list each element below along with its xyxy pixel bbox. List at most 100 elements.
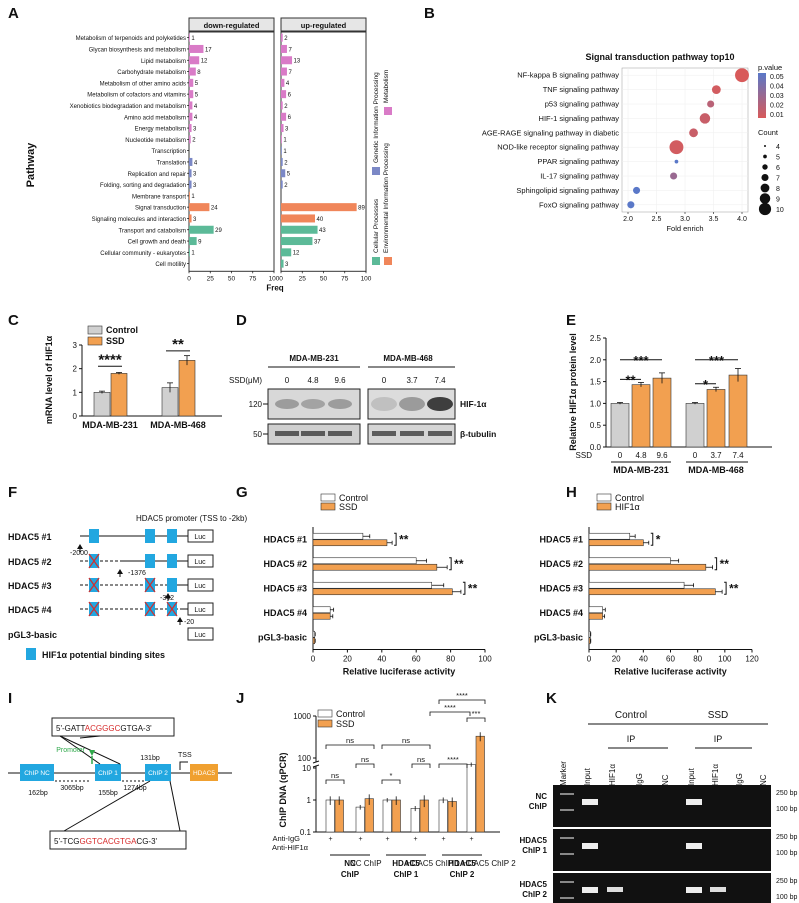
k-size-label: 250 bp xyxy=(776,834,798,841)
b-legend-count-value: 5 xyxy=(776,155,780,162)
a-bar xyxy=(189,169,192,178)
c-bar xyxy=(178,360,196,417)
a-bar-value-label: 3 xyxy=(285,262,289,268)
i-seq-part: 5'-TCG xyxy=(54,837,80,846)
h-significance: ** xyxy=(729,581,739,595)
a-bar xyxy=(281,180,283,189)
d-cell-line-label: MDA-MB-468 xyxy=(383,354,433,363)
j-plus-sign: + xyxy=(358,836,362,843)
a-x-tick-label: 100 xyxy=(361,275,372,282)
a-bar xyxy=(281,90,287,99)
k-marker-band xyxy=(560,853,574,855)
a-bar xyxy=(189,124,192,133)
j-significance: **** xyxy=(444,703,456,712)
a-bar xyxy=(281,56,293,65)
b-legend-p-value: 0.05 xyxy=(770,74,784,81)
h-category-label: HDAC5 #4 xyxy=(539,608,583,618)
a-bar-value-label: 3 xyxy=(285,126,289,132)
d-dose-label: 4.8 xyxy=(307,376,319,385)
d-band xyxy=(372,431,396,436)
h-bar xyxy=(588,637,591,645)
j-y-tick-label: 10 xyxy=(302,764,311,773)
k-band-input xyxy=(582,843,598,849)
k-marker-band xyxy=(560,881,574,883)
k-lane-label: NC xyxy=(661,774,670,786)
a-legend-cellular: Cellular Processes xyxy=(373,198,380,253)
b-legend-count-value: 10 xyxy=(776,207,784,214)
a-x-tick-label: 50 xyxy=(228,275,236,282)
a-bar xyxy=(281,135,282,144)
b-legend-count-value: 9 xyxy=(776,197,780,204)
h-bar xyxy=(588,612,603,620)
a-category-label: Transcription xyxy=(152,149,186,155)
j-significance: ns xyxy=(361,755,369,764)
i-seq-box-top xyxy=(51,717,175,737)
a-bar xyxy=(189,135,191,144)
j-significance: * xyxy=(390,771,393,780)
d-ssd-label: SSD(μM) xyxy=(229,376,262,385)
i-region-label: HDAC5 xyxy=(193,770,215,777)
h-x-tick-label: 40 xyxy=(639,655,648,664)
a-bar-value-label: 43 xyxy=(319,228,326,234)
panel-letter-h: H xyxy=(566,484,577,501)
k-lane-label: Input xyxy=(583,767,592,786)
a-x-tick-label: 0 xyxy=(279,275,283,282)
k-row-label: ChIP 1 xyxy=(522,846,547,855)
h-bar xyxy=(588,532,631,540)
a-bar xyxy=(281,101,283,110)
j-significance: ns xyxy=(331,771,339,780)
g-bar xyxy=(312,557,417,565)
panel-letter-i: I xyxy=(8,690,12,707)
a-panel-frame xyxy=(280,31,367,272)
a-bar-value-label: 37 xyxy=(314,239,321,245)
a-bar-value-label: 7 xyxy=(288,70,292,76)
b-legend-count-title: Count xyxy=(758,128,779,137)
b-point xyxy=(670,172,678,180)
f-construct-label: HDAC5 #3 xyxy=(8,581,52,591)
j-sig-bracket xyxy=(325,779,345,784)
g-bar xyxy=(312,630,316,638)
a-category-label: Replication and repair xyxy=(128,172,186,178)
b-pathway-label: NF-kappa B signaling pathway xyxy=(517,71,619,80)
f-construct-label: pGL3-basic xyxy=(8,630,57,640)
a-x-tick-label: 75 xyxy=(249,275,257,282)
g-category-label: HDAC5 #2 xyxy=(263,559,307,569)
f-binding-site xyxy=(145,529,155,543)
k-size-label: 250 bp xyxy=(776,790,798,797)
j-group-label: ChIP 1 xyxy=(394,870,419,879)
d-band xyxy=(427,397,453,411)
g-bar xyxy=(312,563,438,571)
i-seq-part: GTGA-3' xyxy=(120,724,152,733)
c-y-tick-label: 3 xyxy=(73,341,78,350)
b-legend-count-dot xyxy=(758,202,772,216)
f-luc-label: Luc xyxy=(194,607,206,614)
j-sig-bracket xyxy=(429,711,471,716)
b-point xyxy=(699,113,711,124)
k-marker-band xyxy=(560,837,574,839)
c-significance: ** xyxy=(172,336,184,353)
d-target-tubulin: β-tubulin xyxy=(460,429,496,439)
j-sig-bracket xyxy=(466,717,486,722)
a-bar-value-label: 40 xyxy=(317,217,324,223)
panel-letter-k: K xyxy=(546,690,557,707)
a-legend-swatch xyxy=(384,107,392,115)
a-bar xyxy=(281,259,284,268)
a-bar xyxy=(189,157,193,166)
a-category-label: Nucleotide metabolism xyxy=(125,138,186,144)
i-callout-line xyxy=(63,780,151,832)
a-panel-frame xyxy=(188,31,275,272)
h-legend-a: Control xyxy=(615,493,644,503)
j-y-tick-label: 0.1 xyxy=(300,828,312,837)
a-bar-value-label: 2 xyxy=(284,36,288,42)
k-lane-label: HIF1α xyxy=(711,764,720,786)
k-size-label: 250 bp xyxy=(776,878,798,885)
a-bar-value-label: 3 xyxy=(193,172,197,178)
a-category-label: Cellular community - eukaryotes xyxy=(100,251,186,257)
k-marker-band xyxy=(560,793,574,795)
i-seq-top: 5'-GATTACGGGCGTGA-3' xyxy=(56,724,152,733)
d-dose-label: 3.7 xyxy=(406,376,418,385)
a-bar-value-label: 13 xyxy=(294,59,301,65)
h-x-tick-label: 0 xyxy=(587,655,592,664)
f-luc-label: Luc xyxy=(194,559,206,566)
c-significance: **** xyxy=(98,351,122,368)
